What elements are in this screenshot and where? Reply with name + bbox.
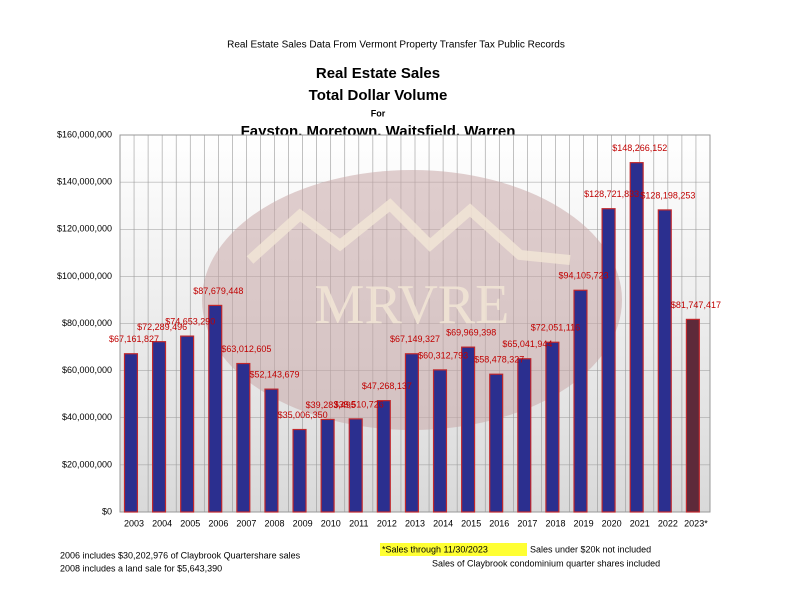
data-label: $65,041,944 <box>502 339 552 349</box>
bar <box>432 369 448 513</box>
bar <box>151 341 167 513</box>
data-label: $58,478,327 <box>474 355 524 365</box>
x-tick-label: 2003 <box>124 518 144 528</box>
bar <box>180 335 195 513</box>
data-label: $94,105,723 <box>559 271 609 281</box>
x-tick-label: 2023* <box>684 518 708 528</box>
y-tick-label: $40,000,000 <box>62 412 112 422</box>
data-label: $47,268,137 <box>362 381 412 391</box>
x-tick-label: 2014 <box>433 518 453 528</box>
header: Real Estate Sales Data From Vermont Prop… <box>227 40 565 51</box>
x-tick-label: 2017 <box>517 518 537 528</box>
bar <box>264 388 279 513</box>
x-tick-label: 2006 <box>208 518 228 528</box>
x-tick-label: 2015 <box>461 518 481 528</box>
bar <box>517 358 532 513</box>
x-tick-label: 2007 <box>236 518 256 528</box>
watermark: MRVRE <box>315 274 510 336</box>
data-label: $67,161,827 <box>109 334 159 344</box>
y-tick-label: $160,000,000 <box>57 129 112 139</box>
bar <box>292 428 307 513</box>
y-tick-label: $120,000,000 <box>57 224 112 234</box>
y-tick-label: $60,000,000 <box>62 365 112 375</box>
bar <box>404 353 419 513</box>
bar <box>629 162 644 513</box>
x-tick-label: 2004 <box>152 518 172 528</box>
data-label: $128,198,253 <box>640 190 695 200</box>
y-tick-label: $80,000,000 <box>62 318 112 328</box>
x-tick-label: 2012 <box>377 518 397 528</box>
bar <box>236 362 251 513</box>
bar <box>348 418 363 513</box>
data-label: $63,012,605 <box>221 344 271 354</box>
note: 2008 includes a land sale for $5,643,390 <box>60 563 222 573</box>
x-tick-label: 2005 <box>180 518 200 528</box>
data-label: $35,006,350 <box>278 410 328 420</box>
data-label: $81,747,417 <box>671 300 721 310</box>
data-label: $72,289,496 <box>137 322 187 332</box>
y-tick-label: $100,000,000 <box>57 271 112 281</box>
bar <box>123 353 139 513</box>
bar <box>376 400 391 513</box>
x-tick-label: 2019 <box>574 518 594 528</box>
data-label: $148,266,152 <box>612 143 667 153</box>
bar <box>685 318 700 513</box>
data-label: $60,312,793 <box>418 350 468 360</box>
bar <box>320 418 335 513</box>
x-tick-label: 2009 <box>293 518 313 528</box>
watermark-mountains <box>246 198 571 265</box>
bars <box>123 162 700 513</box>
x-tick-label: 2018 <box>545 518 565 528</box>
bar <box>208 304 223 513</box>
data-label: $69,969,398 <box>446 328 496 338</box>
data-label: $52,143,679 <box>249 370 299 380</box>
note: Sales under $20k not included <box>530 544 651 554</box>
chart-title: Real Estate Sales <box>316 65 440 82</box>
watermark-ellipse <box>202 170 622 430</box>
data-label: $39,283,495 <box>306 400 356 410</box>
x-tick-label: 2011 <box>349 518 368 528</box>
chart-title: For <box>371 108 386 118</box>
y-tick-label: $140,000,000 <box>57 177 112 187</box>
data-label: $67,149,327 <box>390 334 440 344</box>
x-tick-label: 2008 <box>265 518 285 528</box>
chart-title: Total Dollar Volume <box>309 87 448 104</box>
highlight-note: *Sales through 11/30/2023 <box>382 544 488 554</box>
highlight <box>380 543 527 556</box>
data-label: $74,653,290 <box>165 316 215 326</box>
x-tick-label: 2020 <box>602 518 622 528</box>
bar <box>573 289 588 513</box>
data-label: $87,679,448 <box>193 286 243 296</box>
x-tick-label: 2021 <box>630 518 650 528</box>
data-label: $72,051,116 <box>531 323 580 333</box>
x-tick-label: 2016 <box>489 518 509 528</box>
bar <box>545 341 560 513</box>
data-label: $39,510,726 <box>334 399 384 409</box>
y-tick-label: $0 <box>102 506 112 516</box>
bar <box>601 208 616 513</box>
data-label: $128,721,833 <box>584 189 639 199</box>
bar <box>461 346 476 513</box>
x-tick-label: 2022 <box>658 518 678 528</box>
y-tick-label: $20,000,000 <box>62 459 112 469</box>
note: 2006 includes $30,202,976 of Claybrook Q… <box>60 550 301 560</box>
bar <box>657 209 672 513</box>
bar <box>489 373 504 513</box>
x-tick-label: 2013 <box>405 518 425 528</box>
note: Sales of Claybrook condominium quarter s… <box>432 558 660 568</box>
x-tick-label: 2010 <box>321 518 341 528</box>
